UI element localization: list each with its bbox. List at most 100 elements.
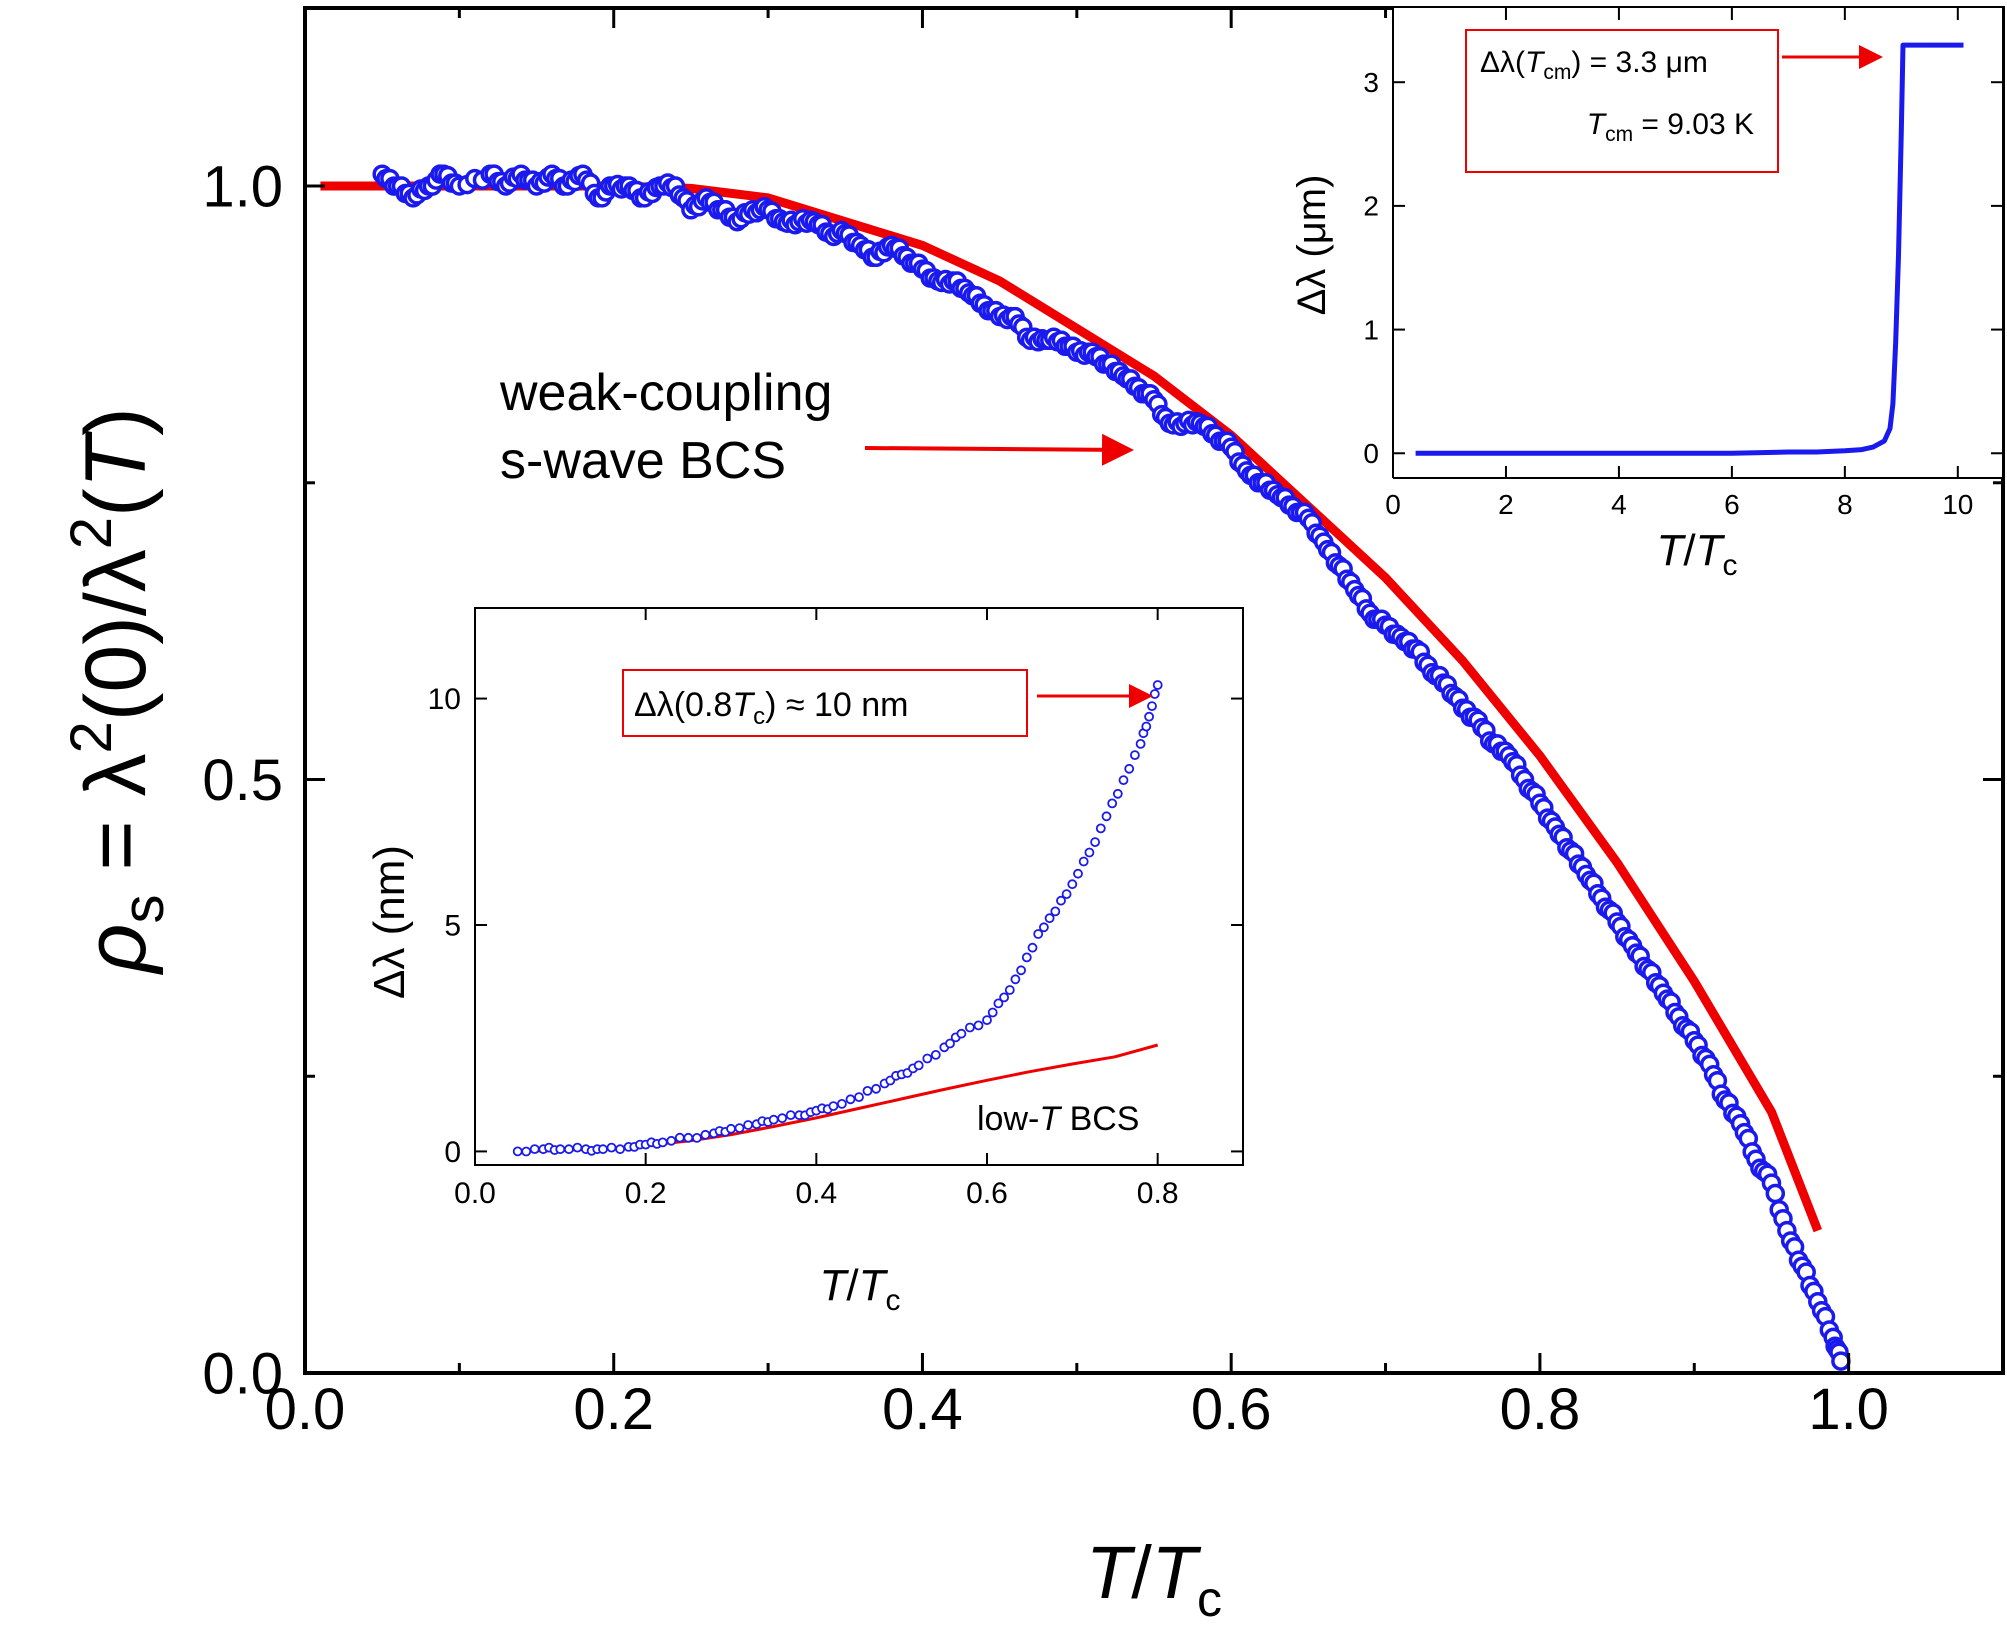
inset-bottom-data-point xyxy=(1124,763,1135,774)
main-x-tick-label: 0.6 xyxy=(1191,1377,1272,1442)
inset-bottom-curve-label-t: T xyxy=(1039,1100,1062,1138)
inset-top-x-tick-label: 0 xyxy=(1385,489,1401,520)
inset-bottom-data-point xyxy=(1039,922,1049,933)
inset-bottom-x-tick-label: 0.6 xyxy=(966,1177,1008,1210)
inset-top-y-tick-label: 1 xyxy=(1363,314,1379,345)
inset-bottom-data-point xyxy=(1118,775,1129,785)
inset-top-data-line xyxy=(1415,42,1964,456)
inset-bottom-data-point xyxy=(777,1113,788,1124)
inset-top-x-tick-label: 10 xyxy=(1942,489,1973,520)
inset-bottom-data-point xyxy=(1090,837,1100,847)
main-y-axis-label-sup1: 2 xyxy=(59,721,124,753)
main-x-tick-label: 0.0 xyxy=(265,1377,346,1442)
inset-bottom-data-point xyxy=(871,1083,881,1094)
inset-bottom-data-point xyxy=(982,1015,992,1025)
inset-bottom-data-point xyxy=(1144,711,1154,722)
inset-bottom-data-point xyxy=(1130,750,1140,760)
inset-bottom-annotation-pre: Δλ(0.8 xyxy=(634,686,732,724)
inset-bottom-data-point xyxy=(615,1144,625,1155)
inset-top-y-axis-label: Δλ (μm) xyxy=(1290,175,1334,316)
inset-bottom-data-point xyxy=(1067,879,1078,890)
inset-bottom-data-point xyxy=(973,1020,984,1031)
inset-bottom-data-point xyxy=(1027,942,1038,953)
inset-bottom-y-tick-label: 0 xyxy=(444,1136,461,1169)
main-x-tick-label: 0.8 xyxy=(1500,1377,1581,1442)
inset-bottom-data-point xyxy=(734,1123,745,1133)
main-x-tick-label: 0.2 xyxy=(573,1377,654,1442)
inset-bottom-x-axis-label-slash: / xyxy=(846,1261,859,1310)
inset-bottom-data-point xyxy=(862,1086,873,1096)
inset-bottom-annotation-sub: c xyxy=(753,703,765,730)
inset-bottom-data-point xyxy=(1010,974,1021,985)
inset-bottom-data-point xyxy=(854,1092,864,1102)
inset-bottom-data-point xyxy=(606,1142,617,1153)
inset-bottom-y-tick-label: 5 xyxy=(444,909,461,942)
inset-bottom-data-point xyxy=(700,1129,711,1140)
inset-bottom-data-point xyxy=(1050,906,1061,917)
inset-bottom-data-point xyxy=(1107,798,1118,809)
main-x-axis-label-sub: c xyxy=(1197,1571,1222,1627)
inset-bottom-data-point xyxy=(993,998,1004,1009)
inset-bottom-data-point xyxy=(555,1144,566,1155)
inset-bottom-data-point xyxy=(1152,680,1163,690)
inset-bottom-data-point xyxy=(987,1007,998,1018)
main-y-axis-label-eq: = λ xyxy=(68,754,164,895)
inset-bottom-x-tick-label: 0.4 xyxy=(795,1177,837,1210)
inset-top-annotation-line1-pre: Δλ( xyxy=(1480,46,1525,79)
inset-bottom-annotation-t: T xyxy=(732,686,755,724)
inset-top-x-ticks: 0 2 4 6 8 10 xyxy=(1385,8,1973,520)
inset-bottom-data-point xyxy=(572,1142,583,1153)
inset-bottom-data-point xyxy=(1147,701,1157,711)
inset-top-x-axis-label-sub: c xyxy=(1723,549,1738,582)
main-x-tick-label: 1.0 xyxy=(1808,1377,1889,1442)
inset-bottom-data-point xyxy=(1061,889,1072,899)
inset-top-x-tick-label: 2 xyxy=(1498,489,1514,520)
inset-bottom-data-point xyxy=(512,1146,523,1157)
main-x-axis-label: T/Tc xyxy=(1086,1531,1222,1627)
inset-top-x-axis-label: T/Tc xyxy=(1656,526,1737,582)
inset-top-y-ticks: 0 1 2 3 xyxy=(1363,67,2003,469)
inset-top-y-tick-label: 0 xyxy=(1363,438,1379,469)
inset-bottom-data-point xyxy=(1044,913,1055,924)
inset-top-annotation-line1-t: T xyxy=(1525,46,1546,79)
main-y-axis-label-rho: ρ xyxy=(68,924,164,976)
inset-top-data-line xyxy=(1415,42,1964,456)
inset-top-x-tick-label: 8 xyxy=(1837,489,1853,520)
inset-top-annotation-box xyxy=(1465,29,1779,173)
main-y-tick-label: 0.5 xyxy=(202,748,283,813)
main-y-axis-label-open: ( xyxy=(68,488,164,517)
main-x-tick-label: 0.4 xyxy=(882,1377,963,1442)
inset-bottom-data-point xyxy=(837,1099,847,1109)
inset-bottom-curve-label-pre: low- xyxy=(977,1100,1039,1138)
inset-top-annotation-line2-t: T xyxy=(1587,108,1608,141)
main-x-ticks: 0.0 0.2 0.4 0.6 0.8 1.0 xyxy=(265,8,2005,1442)
main-x-axis-label-slash: / xyxy=(1131,1531,1152,1614)
inset-bottom-data-point xyxy=(674,1132,685,1143)
inset-bottom-data-point xyxy=(1101,811,1112,822)
inset-bottom-data-point xyxy=(743,1120,753,1130)
inset-top-x-tick-label: 6 xyxy=(1724,489,1740,520)
inset-bottom-data-point xyxy=(1021,952,1032,963)
inset-bottom-annotation-box xyxy=(622,669,1028,737)
inset-top-x-tick-label: 4 xyxy=(1611,489,1627,520)
inset-bottom-data-point xyxy=(726,1123,736,1134)
main-y-ticks: 0.0 0.5 1.0 xyxy=(202,154,2003,1406)
inset-bottom-x-tick-label: 0.2 xyxy=(625,1177,667,1210)
inset-bottom-data-point xyxy=(785,1110,796,1120)
main-data-point xyxy=(1831,1351,1851,1371)
inset-bottom-data-points xyxy=(512,680,1163,1157)
main-x-axis-label-t: T xyxy=(1086,1531,1136,1614)
inset-bottom-data-point xyxy=(1033,929,1044,939)
inset-bottom-data-point xyxy=(564,1144,574,1155)
inset-bottom-x-tick-label: 0.0 xyxy=(454,1177,496,1210)
inset-bottom-x-axis-label-t2: T xyxy=(859,1261,889,1310)
inset-bottom-data-point xyxy=(1084,847,1095,858)
inset-bottom-data-point xyxy=(1141,721,1152,732)
inset-top-x-axis-label-t2: T xyxy=(1696,526,1726,575)
inset-bottom-y-axis-label: Δλ (nm) xyxy=(365,845,414,999)
inset-bottom-data-point xyxy=(930,1050,941,1060)
inset-top-annotation-line1-post: ) = 3.3 μm xyxy=(1571,46,1708,79)
inset-bottom-x-axis-label: T/Tc xyxy=(819,1261,900,1317)
